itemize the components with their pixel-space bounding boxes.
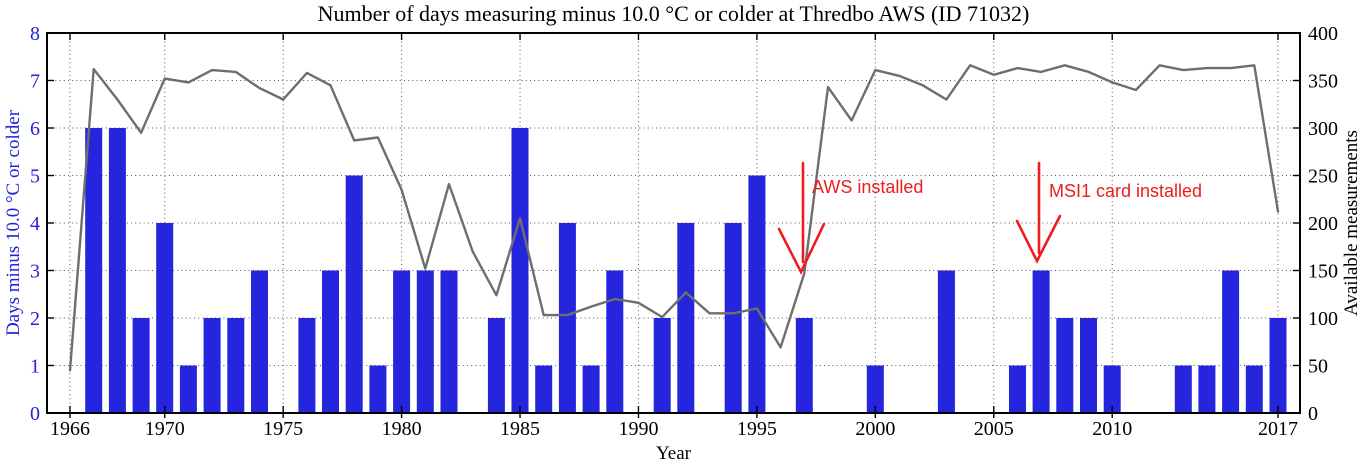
y-right-tick-label: 350 [1308, 71, 1338, 93]
bar-2007 [1032, 270, 1050, 413]
bar-1992 [677, 223, 695, 413]
bar-1997 [795, 318, 813, 413]
bar-1971 [179, 365, 197, 413]
bar-1976 [298, 318, 316, 413]
x-axis-label: Year [655, 443, 691, 464]
bar-2006 [1009, 365, 1026, 413]
bar-1980 [393, 270, 411, 413]
annotation-arrow [777, 161, 826, 275]
bar-1970 [156, 223, 174, 413]
annotation-label: MSI1 card installed [1049, 181, 1203, 201]
x-tick-label: 1966 [50, 418, 90, 440]
y-left-tick-label: 6 [30, 118, 40, 140]
bar-2015 [1222, 270, 1240, 413]
y-left-tick-label: 3 [30, 261, 40, 283]
y-left-tick-label: 1 [30, 356, 40, 378]
y-left-tick-label: 5 [30, 166, 40, 188]
y-left-tick-label: 0 [30, 403, 40, 425]
bar-1968 [108, 128, 126, 413]
bar-1989 [606, 270, 624, 413]
y-right-tick-label: 100 [1308, 308, 1338, 330]
bar-1982 [440, 270, 458, 413]
x-tick-label: 1970 [145, 418, 185, 440]
bar-1969 [132, 318, 150, 413]
y-right-tick-label: 150 [1308, 261, 1338, 283]
bar-1978 [345, 175, 363, 413]
bar-1995 [748, 175, 766, 413]
bar-1985 [511, 128, 529, 413]
bars-series [85, 128, 1287, 413]
y-axis-label-left: Days minus 10.0 °C or colder [3, 109, 24, 337]
bar-1979 [369, 365, 387, 413]
bar-1988 [582, 365, 600, 413]
x-tick-label: 2005 [974, 418, 1014, 440]
y-left-tick-label: 7 [30, 71, 40, 93]
x-tick-label: 1990 [618, 418, 658, 440]
bar-1977 [322, 270, 339, 413]
bar-2010 [1103, 365, 1121, 413]
bar-1986 [535, 365, 553, 413]
x-tick-label: 2010 [1092, 418, 1132, 440]
bar-2003 [937, 270, 955, 413]
y-left-tick-label: 4 [30, 213, 40, 235]
y-left-tick-label: 8 [30, 23, 40, 45]
bar-2014 [1198, 365, 1216, 413]
bar-2009 [1080, 318, 1097, 413]
bar-1981 [416, 270, 434, 413]
x-tick-label: 1995 [737, 418, 777, 440]
bar-1973 [227, 318, 245, 413]
y-right-tick-label: 200 [1308, 213, 1338, 235]
bar-2017 [1269, 318, 1287, 413]
measurements-line [68, 64, 1280, 372]
x-tick-label: 2000 [855, 418, 895, 440]
bar-1991 [653, 318, 671, 413]
x-tick-label: 1975 [263, 418, 303, 440]
annotation-arrow [1015, 161, 1062, 264]
y-right-tick-label: 300 [1308, 118, 1338, 140]
bar-1967 [85, 128, 103, 413]
bar-1987 [558, 223, 576, 413]
bar-1974 [251, 270, 268, 413]
bar-2008 [1056, 318, 1074, 413]
x-tick-label: 1985 [500, 418, 540, 440]
bar-1994 [724, 223, 742, 413]
bar-1972 [203, 318, 221, 413]
annotation-label: AWS installed [812, 177, 924, 197]
axis-ticks: 1966 1970 1975 1980 1985 1990 1995 2000 2005 2010… [30, 23, 1338, 440]
x-tick-label: 1980 [382, 418, 422, 440]
bar-2016 [1245, 365, 1263, 413]
y-right-tick-label: 0 [1308, 403, 1318, 425]
y-right-tick-label: 250 [1308, 166, 1338, 188]
y-left-tick-label: 2 [30, 308, 40, 330]
x-tick-label: 2017 [1258, 418, 1298, 440]
bar-2013 [1174, 365, 1192, 413]
bar-1984 [487, 318, 505, 413]
y-right-tick-label: 50 [1308, 356, 1328, 378]
y-right-tick-label: 400 [1308, 23, 1338, 45]
y-axis-label-right: Available measurements [1341, 130, 1362, 316]
chart-title: Number of days measuring minus 10.0 °C o… [317, 1, 1030, 26]
bar-2000 [866, 365, 884, 413]
